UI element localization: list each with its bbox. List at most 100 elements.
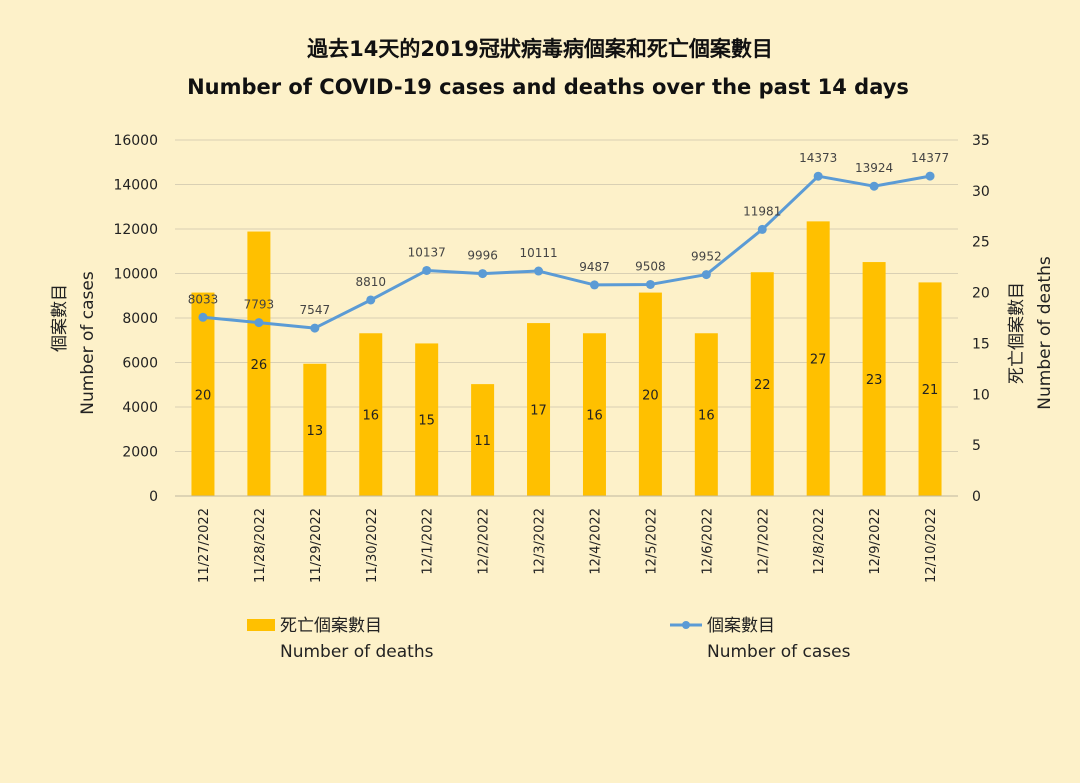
bar-value-label: 16 <box>586 409 603 424</box>
point-value-label: 11981 <box>743 204 781 218</box>
bar <box>750 272 774 496</box>
line-series <box>198 171 935 333</box>
data-labels: 20 26 13 16 15 11 17 16 20 16 22 27 23 21 8033 7793 7547… <box>188 151 949 449</box>
bar <box>247 231 271 497</box>
bar-value-label: 26 <box>251 358 268 373</box>
cases-line <box>202 174 931 330</box>
point-value-label: 14377 <box>911 151 949 165</box>
legend: 死亡個案數目 Number of deaths 個案數目 Number of c… <box>247 616 851 662</box>
y-left-tick-label: 2000 <box>122 445 158 461</box>
bar-value-label: 27 <box>810 353 827 368</box>
y-left-tick-label: 0 <box>149 489 158 505</box>
y-right-tick-label: 10 <box>972 387 990 403</box>
cases-point <box>925 171 935 181</box>
y-left-title-en: Number of cases <box>78 271 98 415</box>
x-tick-label: 11/27/2022 <box>197 508 212 583</box>
point-value-label: 7793 <box>244 298 275 312</box>
legend-cases-en: Number of cases <box>707 642 851 662</box>
point-value-label: 9996 <box>467 249 498 263</box>
point-value-label: 8033 <box>188 292 219 306</box>
cases-point <box>534 266 544 276</box>
x-tick-label: 12/3/2022 <box>533 508 548 575</box>
x-axis: 11/27/2022 11/28/2022 11/29/2022 11/30/2022… <box>175 495 958 583</box>
bar <box>359 333 383 496</box>
y-right-tick-label: 5 <box>972 438 981 454</box>
x-tick-label: 11/28/2022 <box>253 508 268 583</box>
bar <box>191 292 215 496</box>
cases-point <box>198 312 208 322</box>
bar <box>918 282 942 496</box>
point-value-label: 9952 <box>691 250 722 264</box>
y-left-tick-label: 8000 <box>122 311 158 327</box>
y-left-title-zh: 個案數目 <box>50 284 70 352</box>
x-tick-label: 12/8/2022 <box>812 508 827 575</box>
x-tick-label: 11/30/2022 <box>365 508 380 583</box>
legend-bar-swatch <box>247 619 275 631</box>
y-right-tick-label: 20 <box>972 286 990 302</box>
x-tick-label: 12/6/2022 <box>700 508 715 575</box>
chart-title-en: Number of COVID-19 cases and deaths over… <box>187 75 909 99</box>
x-tick-label: 12/1/2022 <box>421 508 436 575</box>
legend-cases-zh: 個案數目 <box>707 616 775 636</box>
y-left-tick-label: 16000 <box>113 133 158 149</box>
cases-point <box>645 279 655 289</box>
bar <box>471 384 495 496</box>
x-tick-label: 12/7/2022 <box>756 508 771 575</box>
x-tick-label: 12/9/2022 <box>868 508 883 575</box>
y-left-tick-label: 4000 <box>122 400 158 416</box>
bar <box>303 363 327 496</box>
chart-title-zh: 過去14天的2019冠狀病毒病個案和死亡個案數目 <box>307 37 773 61</box>
bar-value-label: 20 <box>642 388 659 403</box>
x-tick-label: 12/4/2022 <box>588 508 603 575</box>
bar-value-label: 15 <box>418 414 435 429</box>
point-value-label: 7547 <box>300 303 331 317</box>
point-value-label: 13924 <box>855 161 893 175</box>
y-right-title-en: Number of deaths <box>1035 256 1055 410</box>
bar <box>582 333 606 496</box>
bar-value-label: 17 <box>530 404 547 419</box>
bar-value-label: 13 <box>307 424 324 439</box>
cases-point <box>478 269 488 279</box>
bar <box>806 221 830 496</box>
x-tick-label: 12/2/2022 <box>477 508 492 575</box>
cases-point <box>869 181 879 191</box>
legend-deaths-en: Number of deaths <box>280 642 434 662</box>
y-right-tick-label: 30 <box>972 184 990 200</box>
gridlines <box>175 139 958 497</box>
point-value-label: 9487 <box>579 260 610 274</box>
bar-series <box>191 221 942 497</box>
y-left-tick-label: 12000 <box>113 222 158 238</box>
cases-point <box>701 270 711 280</box>
legend-line-marker <box>682 621 690 629</box>
bar-value-label: 22 <box>754 378 771 393</box>
y-right-tick-label: 0 <box>972 489 981 505</box>
y-right-title-zh: 死亡個案數目 <box>1007 282 1027 384</box>
cases-point <box>422 265 432 275</box>
x-tick-label: 11/29/2022 <box>309 508 324 583</box>
point-value-label: 8810 <box>355 275 386 289</box>
point-value-label: 14373 <box>799 151 837 165</box>
point-value-label: 10137 <box>408 245 446 259</box>
point-value-label: 9508 <box>635 259 666 273</box>
bar <box>638 292 662 496</box>
bar-value-label: 16 <box>698 409 715 424</box>
point-value-label: 10111 <box>519 246 557 260</box>
y-right-tick-label: 25 <box>972 235 990 251</box>
bar <box>527 323 551 496</box>
bar <box>415 343 439 496</box>
x-tick-label: 12/5/2022 <box>644 508 659 575</box>
y-left-tick-label: 6000 <box>122 356 158 372</box>
bar <box>694 333 718 496</box>
x-tick-label: 12/10/2022 <box>924 508 939 583</box>
cases-point <box>813 171 823 181</box>
cases-point <box>310 323 320 333</box>
y-left-tick-label: 14000 <box>113 178 158 194</box>
y-right-tick-label: 35 <box>972 133 990 149</box>
bar <box>862 262 886 496</box>
cases-point <box>757 224 767 234</box>
bar-value-label: 11 <box>474 434 491 449</box>
y-right-tick-label: 15 <box>972 336 990 352</box>
bar-value-label: 20 <box>195 388 212 403</box>
cases-point <box>254 318 264 328</box>
